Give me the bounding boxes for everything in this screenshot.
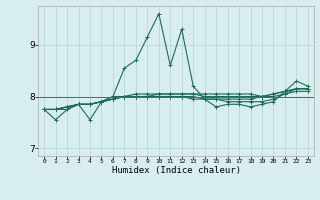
X-axis label: Humidex (Indice chaleur): Humidex (Indice chaleur) xyxy=(111,166,241,175)
